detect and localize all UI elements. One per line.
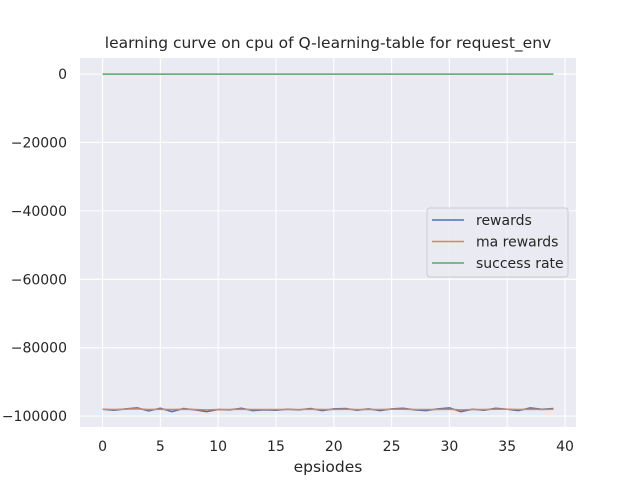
y-tick-label: −60000 — [11, 272, 67, 288]
x-axis-ticks: 0 5 10 15 20 25 30 35 40 — [98, 439, 574, 455]
legend-box — [426, 207, 569, 278]
y-tick-label: −80000 — [11, 341, 67, 357]
x-tick-label: 25 — [383, 439, 401, 455]
legend-label: success rate — [476, 256, 564, 272]
series-lines — [102, 73, 554, 413]
x-tick-label: 15 — [267, 439, 285, 455]
x-tick-label: 10 — [209, 439, 227, 455]
x-tick-label: 35 — [498, 439, 516, 455]
x-tick-label: 20 — [325, 439, 343, 455]
legend-label: ma rewards — [476, 235, 558, 251]
legend-label: rewards — [476, 213, 532, 229]
x-axis-label: epsiodes — [294, 458, 363, 476]
y-tick-label: −20000 — [11, 135, 67, 151]
y-tick-label: 0 — [58, 67, 67, 83]
x-tick-label: 0 — [98, 439, 107, 455]
series-line-2 — [102, 408, 554, 411]
x-tick-label: 5 — [156, 439, 165, 455]
chart-title: learning curve on cpu of Q-learning-tabl… — [105, 34, 551, 53]
y-tick-label: −100000 — [2, 409, 67, 425]
x-tick-label: 40 — [556, 439, 574, 455]
y-axis-ticks: 0 −20000 −40000 −60000 −80000 −100000 — [2, 67, 67, 425]
x-tick-label: 30 — [440, 439, 458, 455]
y-tick-label: −40000 — [11, 204, 67, 220]
legend: rewards ma rewards success rate — [426, 207, 569, 278]
